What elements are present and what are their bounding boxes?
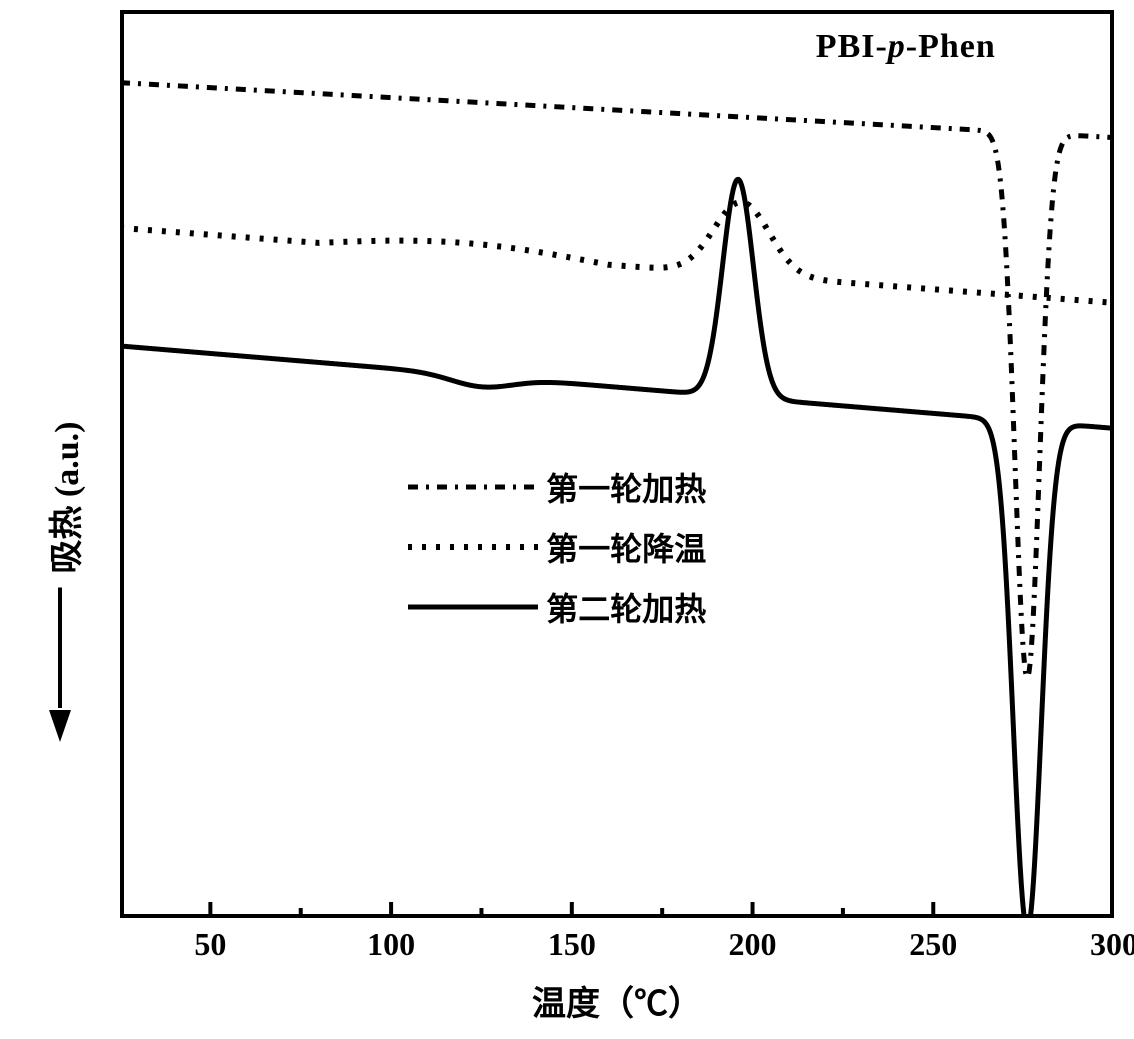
title-italic: p bbox=[888, 28, 906, 65]
title-suffix: -Phen bbox=[906, 28, 996, 65]
legend-row-second_heating: 第二轮加热 bbox=[408, 584, 706, 630]
x-tick-label: 100 bbox=[351, 926, 431, 963]
legend-label-first_cooling: 第一轮降温 bbox=[546, 524, 706, 570]
y-axis-label: 吸热 (a.u.) bbox=[39, 422, 88, 574]
legend: 第一轮加热第一轮降温第二轮加热 bbox=[408, 464, 706, 644]
legend-swatch-first_heating bbox=[408, 472, 538, 502]
title-annotation: PBI-p-Phen bbox=[816, 28, 996, 66]
figure: 吸热 (a.u.) 温度（℃） PBI-p-Phen 50 100 150 200 25… bbox=[0, 0, 1134, 1039]
legend-swatch-second_heating bbox=[408, 592, 538, 622]
x-tick-label: 150 bbox=[532, 926, 612, 963]
x-axis-label: 温度（℃） bbox=[497, 976, 737, 1025]
x-tick-label: 300 bbox=[1074, 926, 1134, 963]
legend-row-first_heating: 第一轮加热 bbox=[408, 464, 706, 510]
x-tick-label: 200 bbox=[713, 926, 793, 963]
y-axis-label-group: 吸热 (a.u.) bbox=[25, 222, 95, 742]
title-prefix: PBI- bbox=[816, 28, 888, 65]
x-tick-label: 50 bbox=[170, 926, 250, 963]
legend-swatch-first_cooling bbox=[408, 532, 538, 562]
x-tick-label: 250 bbox=[893, 926, 973, 963]
legend-label-second_heating: 第二轮加热 bbox=[546, 584, 706, 630]
legend-row-first_cooling: 第一轮降温 bbox=[408, 524, 706, 570]
legend-label-first_heating: 第一轮加热 bbox=[546, 464, 706, 510]
